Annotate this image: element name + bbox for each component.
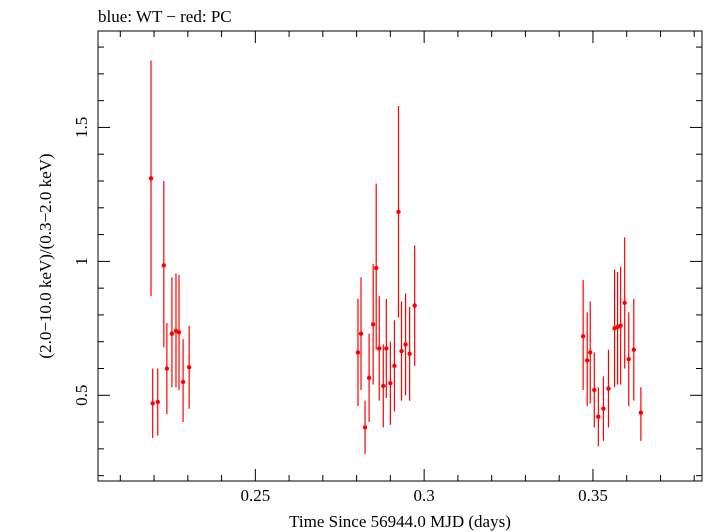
point-marker [396,209,401,215]
data-point [362,400,368,455]
point-marker [381,383,386,389]
point-marker [180,379,186,385]
data-point [366,333,372,423]
point-marker [631,347,637,352]
point-marker [407,351,412,356]
point-marker [186,364,192,370]
x-tick-label: 0.3 [414,486,435,505]
data-point [150,368,155,439]
point-marker [161,263,167,268]
point-marker [148,176,154,181]
point-marker [384,346,389,351]
point-marker [399,348,404,354]
y-axis: 0.5 1 1.5 [72,46,702,477]
x-axis-label: Time Since 56944.0 MJD (days) [289,512,511,531]
point-marker [596,414,601,419]
point-marker [388,381,393,386]
data-point [626,312,631,406]
point-marker [362,425,368,430]
data-point [169,277,175,388]
y-tick-label: 1 [72,257,91,266]
data-point [638,387,644,441]
data-point [377,296,382,401]
data-point [412,245,417,366]
data-point [180,339,186,423]
point-marker [176,330,182,335]
plot-frame [97,30,703,482]
data-point [403,293,408,396]
data-point [396,106,401,318]
data-point [399,301,404,401]
point-marker [412,303,417,308]
y-tick-label: 1.5 [72,117,91,138]
data-point [164,322,170,415]
data-point [373,183,379,350]
point-marker [403,342,408,347]
y-tick-label: 0.5 [72,385,91,406]
point-marker [606,386,611,391]
data-point [381,344,386,428]
data-point [155,368,160,436]
point-marker [377,346,382,351]
data-point [176,274,182,390]
point-marker [370,322,376,327]
data-point [186,325,192,409]
data-point [606,349,611,428]
point-marker [392,363,397,369]
data-point [384,298,389,398]
data-point [615,272,620,385]
data-point [173,273,179,388]
data-point [358,277,364,390]
data-point [388,341,393,425]
point-marker [638,410,644,415]
data-point [585,312,590,406]
point-marker [164,366,170,371]
data-points [148,60,644,455]
data-point [161,181,167,348]
point-marker [622,300,627,306]
point-marker [601,406,606,411]
data-point [370,264,376,385]
point-marker [580,334,586,339]
data-point [588,301,593,404]
data-point [592,352,597,428]
data-point [392,320,397,412]
data-point [631,298,637,401]
point-marker [366,375,372,381]
data-point [148,60,154,297]
data-point [407,306,412,401]
data-point [596,387,601,447]
point-marker [373,265,379,271]
x-tick-label: 0.25 [240,486,270,505]
x-axis: 0.25 0.3 0.35 [119,31,695,505]
point-marker [155,399,160,405]
point-marker [169,331,175,336]
point-marker [355,350,361,355]
data-point [622,237,627,369]
data-point [601,376,606,441]
x-tick-label: 0.35 [578,486,608,505]
data-point [355,298,361,406]
point-marker [618,323,623,328]
data-point [618,266,623,385]
point-marker [358,331,364,336]
y-axis-label: (2.0−10.0 keV)/(0.3−2.0 keV) [36,153,55,358]
point-marker [588,350,593,355]
chart-title: blue: WT − red: PC [98,7,232,26]
point-marker [626,356,631,362]
data-point [580,280,586,390]
point-marker [150,401,155,406]
point-marker [592,387,597,393]
point-marker [585,358,590,363]
